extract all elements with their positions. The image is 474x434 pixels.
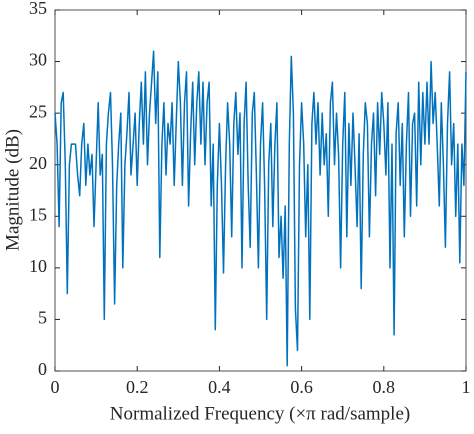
x-axis-label: Normalized Frequency (×π rad/sample) [110,403,410,424]
y-tick-label: 0 [38,359,47,379]
y-tick-label: 25 [29,101,47,121]
data-line [54,50,467,367]
x-tick-label: 0.8 [373,377,396,397]
y-tick-label: 10 [29,256,47,276]
y-tick-label: 30 [29,50,47,70]
x-tick-label: 0.2 [126,377,149,397]
y-tick-label: 5 [38,308,47,328]
y-tick-label: 35 [29,0,47,18]
x-tick-label: 0.4 [208,377,231,397]
x-tick-label: 0 [51,377,60,397]
x-tick-label: 1 [462,377,471,397]
y-tick-label: 15 [29,204,47,224]
x-tick-label: 0.6 [290,377,313,397]
y-tick-label: 20 [29,153,47,173]
y-axis-label: Magnitude (dB) [2,129,23,251]
plot-area [54,9,467,372]
